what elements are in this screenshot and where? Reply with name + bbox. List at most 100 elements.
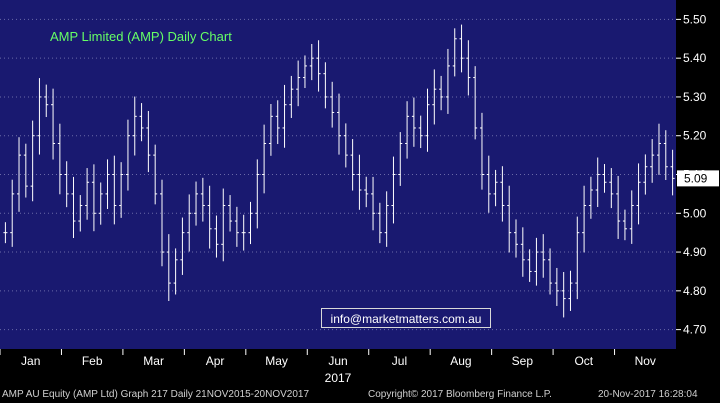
ohlc-bar bbox=[194, 181, 199, 226]
ohlc-bar bbox=[85, 168, 90, 220]
footer-timestamp: 20-Nov-2017 16:28:04 bbox=[598, 389, 698, 400]
ohlc-bar bbox=[411, 97, 416, 147]
chart-footer: AMP AU Equity (AMP Ltd) Graph 217 Daily … bbox=[0, 387, 720, 403]
ohlc-bar bbox=[452, 28, 457, 77]
ohlc-bar bbox=[445, 48, 450, 114]
x-tick-label: Nov bbox=[635, 354, 656, 368]
contact-email-box: info@marketmatters.com.au bbox=[321, 308, 491, 328]
ohlc-bar bbox=[248, 201, 253, 245]
price-chart: 4.704.804.905.005.105.205.305.405.50JanF… bbox=[0, 0, 719, 385]
ohlc-bar bbox=[466, 40, 471, 96]
ohlc-bar bbox=[670, 149, 675, 196]
ohlc-bar bbox=[119, 162, 124, 218]
ohlc-bar bbox=[364, 176, 369, 208]
ohlc-bar bbox=[391, 156, 396, 224]
x-tick-label: Jul bbox=[392, 354, 407, 368]
ohlc-bar bbox=[221, 188, 226, 262]
ohlc-bar bbox=[57, 123, 62, 195]
ohlc-bar bbox=[520, 227, 525, 277]
ohlc-bar bbox=[575, 216, 580, 300]
footer-security: AMP AU Equity (AMP Ltd) Graph 217 Daily … bbox=[2, 389, 310, 400]
y-tick-label: 5.50 bbox=[683, 12, 707, 26]
ohlc-bar bbox=[459, 24, 464, 73]
ohlc-bar bbox=[541, 234, 546, 278]
ohlc-bar bbox=[282, 84, 287, 148]
ohlc-bar bbox=[350, 139, 355, 191]
ohlc-bar bbox=[200, 177, 205, 222]
ohlc-bar bbox=[568, 270, 573, 311]
ohlc-bar bbox=[622, 209, 627, 241]
ohlc-bar bbox=[527, 249, 532, 282]
ohlc-bar bbox=[650, 139, 655, 183]
ohlc-bar bbox=[554, 267, 559, 306]
ohlc-bar bbox=[432, 69, 437, 125]
ohlc-bar bbox=[357, 154, 362, 210]
ohlc-bar bbox=[159, 179, 164, 267]
ohlc-bar bbox=[180, 217, 185, 275]
ohlc-bar bbox=[514, 219, 519, 258]
ohlc-bar bbox=[534, 237, 539, 286]
ohlc-bar bbox=[37, 78, 42, 155]
ohlc-bar bbox=[486, 155, 491, 213]
ohlc-bar bbox=[255, 159, 260, 229]
ohlc-bar bbox=[187, 194, 192, 252]
y-tick-label: 5.20 bbox=[683, 129, 707, 143]
chart-title: AMP Limited (AMP) Daily Chart bbox=[50, 29, 232, 44]
y-tick-label: 5.40 bbox=[683, 51, 707, 65]
ohlc-bar bbox=[112, 155, 117, 225]
ohlc-bar bbox=[91, 164, 96, 232]
ohlc-bar bbox=[479, 112, 484, 190]
ohlc-bar bbox=[337, 93, 341, 155]
plot-area bbox=[0, 0, 676, 349]
ohlc-bar bbox=[3, 222, 8, 244]
ohlc-bar bbox=[330, 81, 335, 128]
ohlc-bar bbox=[228, 195, 233, 232]
x-tick-label: May bbox=[265, 354, 288, 368]
ohlc-bar bbox=[132, 96, 137, 156]
ohlc-bar bbox=[234, 206, 239, 247]
ohlc-bar bbox=[296, 60, 301, 107]
ohlc-bar bbox=[663, 130, 668, 181]
ohlc-bar bbox=[98, 182, 103, 225]
x-tick-label: Feb bbox=[82, 354, 103, 368]
x-tick-label: Mar bbox=[143, 354, 164, 368]
ohlc-bar bbox=[548, 248, 553, 295]
ohlc-bar bbox=[44, 84, 49, 118]
last-price-box bbox=[677, 170, 719, 187]
ohlc-bar bbox=[262, 124, 267, 194]
ohlc-bar bbox=[507, 185, 512, 253]
ohlc-bar bbox=[125, 119, 130, 191]
last-price-label: 5.09 bbox=[684, 171, 708, 185]
ohlc-bar bbox=[214, 215, 219, 258]
ohlc-bar bbox=[30, 120, 35, 202]
ohlc-bar bbox=[343, 123, 348, 168]
ohlc-bar bbox=[173, 248, 178, 295]
ohlc-bar bbox=[588, 176, 593, 219]
ohlc-bar bbox=[582, 185, 587, 253]
ohlc-bar bbox=[323, 62, 328, 109]
ohlc-bar bbox=[153, 144, 158, 205]
ohlc-bar bbox=[371, 176, 376, 231]
ohlc-bar bbox=[629, 190, 634, 244]
x-tick-label: Apr bbox=[206, 354, 225, 368]
y-tick-label: 5.30 bbox=[683, 90, 707, 104]
y-tick-label: 5.00 bbox=[683, 206, 707, 220]
ohlc-bar bbox=[64, 161, 69, 208]
ohlc-bar bbox=[418, 115, 423, 149]
ohlc-bar bbox=[207, 185, 212, 249]
ohlc-bar bbox=[23, 143, 28, 198]
ohlc-bar bbox=[473, 66, 478, 140]
ohlc-bar bbox=[643, 154, 648, 195]
year-label: 2017 bbox=[325, 371, 352, 385]
ohlc-bar bbox=[595, 157, 600, 207]
ohlc-bar bbox=[289, 75, 294, 118]
y-tick-label: 4.80 bbox=[683, 284, 707, 298]
y-tick-label: 4.90 bbox=[683, 245, 707, 259]
ohlc-bar bbox=[51, 88, 56, 160]
ohlc-bar bbox=[71, 176, 76, 239]
y-tick-label: 4.70 bbox=[683, 323, 707, 337]
ohlc-bar bbox=[493, 169, 498, 207]
ohlc-bar bbox=[377, 202, 382, 244]
ohlc-bar bbox=[425, 88, 430, 152]
ohlc-bar bbox=[17, 137, 22, 212]
